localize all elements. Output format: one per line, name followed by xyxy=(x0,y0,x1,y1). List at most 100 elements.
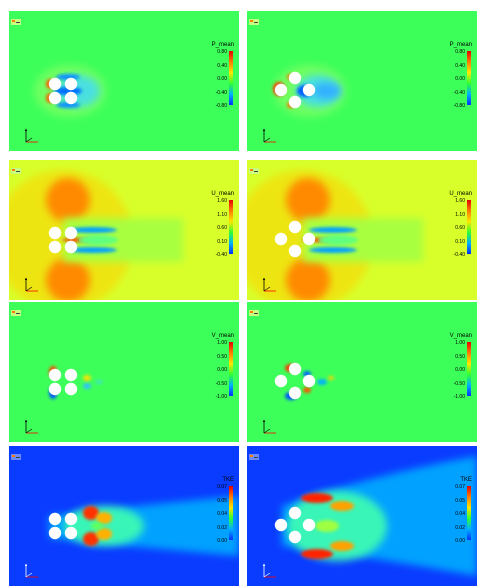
cylinder-cross-section-icon xyxy=(64,91,78,105)
contour-panel-v-mean-inline: V_mean 1.00 0.50 0.00 -0.50 -1.00 xyxy=(9,302,239,442)
cylinder-cross-section-icon xyxy=(274,518,288,532)
colorbar-tick-label: 0.00 xyxy=(455,538,465,544)
colorbar-tick-label: 0.00 xyxy=(455,367,465,373)
colorbar-tick-label: -0.50 xyxy=(453,380,465,387)
colorbar-tick-label: 0.05 xyxy=(455,497,465,504)
colorbar-tick-label: 0.00 xyxy=(455,76,465,82)
colorbar-tick-label: 0.05 xyxy=(217,497,227,504)
colorbar-tick-label: -0.50 xyxy=(215,380,227,387)
coordinate-axes-icon xyxy=(261,276,279,294)
contour-panel-tke-inline: TKE 0.07 0.05 0.04 0.02 0.00 xyxy=(9,446,239,586)
contour-field xyxy=(247,302,477,442)
contour-field xyxy=(247,11,477,151)
colorbar-tick-label: 0.00 xyxy=(217,76,227,82)
colorbar-tick-label: 0.04 xyxy=(217,511,227,517)
coordinate-axes-icon xyxy=(23,276,41,294)
cylinder-cross-section-icon xyxy=(64,77,78,91)
solver-logo-icon xyxy=(249,12,259,25)
cylinder-cross-section-icon xyxy=(274,232,288,246)
colorbar-tick-label: 0.02 xyxy=(455,524,465,531)
colorbar-tick-label: 0.04 xyxy=(455,511,465,517)
coordinate-axes-icon xyxy=(261,418,279,436)
contour-panel-u-mean-inline: U_mean 1.60 1.10 0.60 0.10 -0.40 xyxy=(9,160,239,300)
colorbar-tick-label: 1.10 xyxy=(455,211,465,218)
colorbar xyxy=(467,486,471,540)
colorbar-tick-label: 0.10 xyxy=(217,238,227,245)
contour-field xyxy=(9,11,239,151)
colorbar xyxy=(229,200,233,254)
colorbar-tick-label: -0.80 xyxy=(453,103,465,109)
colorbar-tick-label: 0.60 xyxy=(217,225,227,231)
colorbar-title: P_mean xyxy=(211,42,234,48)
colorbar-tick-label: -0.40 xyxy=(453,89,465,96)
solver-logo-icon xyxy=(249,447,259,460)
cylinder-cross-section-icon xyxy=(48,91,62,105)
cylinder-cross-section-icon xyxy=(64,368,78,382)
solver-logo-icon xyxy=(11,447,21,460)
colorbar-tick-label: 0.50 xyxy=(455,353,465,360)
cylinder-cross-section-icon xyxy=(64,240,78,254)
cylinder-cross-section-icon xyxy=(302,83,316,97)
solver-logo-icon xyxy=(249,303,259,316)
cylinder-cross-section-icon xyxy=(288,530,302,544)
colorbar xyxy=(229,486,233,540)
cylinder-cross-section-icon xyxy=(48,77,62,91)
cylinder-cross-section-icon xyxy=(48,526,62,540)
colorbar-tick-label: 0.07 xyxy=(455,484,465,490)
contour-panel-p-mean-inline: P_mean 0.80 0.40 0.00 -0.40 -0.80 xyxy=(9,11,239,151)
cylinder-cross-section-icon xyxy=(302,374,316,388)
cylinder-cross-section-icon xyxy=(288,71,302,85)
cylinder-cross-section-icon xyxy=(64,226,78,240)
colorbar-title: TKE xyxy=(222,477,234,483)
cylinder-cross-section-icon xyxy=(288,244,302,258)
colorbar-title: V_mean xyxy=(211,333,234,339)
colorbar-tick-label: -0.40 xyxy=(215,89,227,96)
contour-field xyxy=(247,446,477,586)
cylinder-cross-section-icon xyxy=(288,506,302,520)
colorbar-tick-label: 0.60 xyxy=(455,225,465,231)
colorbar-tick-label: 1.00 xyxy=(455,340,465,346)
colorbar-tick-label: 0.02 xyxy=(217,524,227,531)
contour-panel-u-mean-rotated: U_mean 1.60 1.10 0.60 0.10 -0.40 xyxy=(247,160,477,300)
coordinate-axes-icon xyxy=(261,562,279,580)
cylinder-cross-section-icon xyxy=(302,232,316,246)
colorbar-title: U_mean xyxy=(211,191,234,197)
colorbar-tick-label: 0.00 xyxy=(217,367,227,373)
contour-panel-p-mean-rotated: P_mean 0.80 0.40 0.00 -0.40 -0.80 xyxy=(247,11,477,151)
cylinder-cross-section-icon xyxy=(302,518,316,532)
colorbar-title: U_mean xyxy=(449,191,472,197)
colorbar-tick-label: 1.60 xyxy=(217,198,227,204)
solver-logo-icon xyxy=(249,161,259,174)
cylinder-cross-section-icon xyxy=(288,95,302,109)
coordinate-axes-icon xyxy=(23,562,41,580)
colorbar xyxy=(467,200,471,254)
cylinder-cross-section-icon xyxy=(48,240,62,254)
colorbar-tick-label: -0.80 xyxy=(215,103,227,109)
colorbar-tick-label: 0.10 xyxy=(455,238,465,245)
cylinder-cross-section-icon xyxy=(48,368,62,382)
cylinder-cross-section-icon xyxy=(64,512,78,526)
contour-field xyxy=(9,302,239,442)
colorbar-tick-label: 0.80 xyxy=(217,49,227,55)
colorbar-title: TKE xyxy=(460,477,472,483)
colorbar-tick-label: 0.07 xyxy=(217,484,227,490)
colorbar xyxy=(467,342,471,396)
cylinder-cross-section-icon xyxy=(48,382,62,396)
colorbar-tick-label: 0.00 xyxy=(217,538,227,544)
colorbar-title: V_mean xyxy=(449,333,472,339)
colorbar-tick-label: -1.00 xyxy=(453,394,465,400)
cylinder-cross-section-icon xyxy=(48,226,62,240)
colorbar xyxy=(467,51,471,105)
colorbar-tick-label: 0.80 xyxy=(455,49,465,55)
contour-field xyxy=(9,446,239,586)
cylinder-cross-section-icon xyxy=(64,382,78,396)
cylinder-cross-section-icon xyxy=(288,220,302,234)
colorbar-title: P_mean xyxy=(449,42,472,48)
colorbar-tick-label: 0.50 xyxy=(217,353,227,360)
colorbar-tick-label: -0.40 xyxy=(453,252,465,258)
colorbar-tick-label: 0.40 xyxy=(455,62,465,69)
coordinate-axes-icon xyxy=(23,418,41,436)
contour-panel-v-mean-rotated: V_mean 1.00 0.50 0.00 -0.50 -1.00 xyxy=(247,302,477,442)
cylinder-cross-section-icon xyxy=(274,374,288,388)
contour-field xyxy=(9,160,239,300)
